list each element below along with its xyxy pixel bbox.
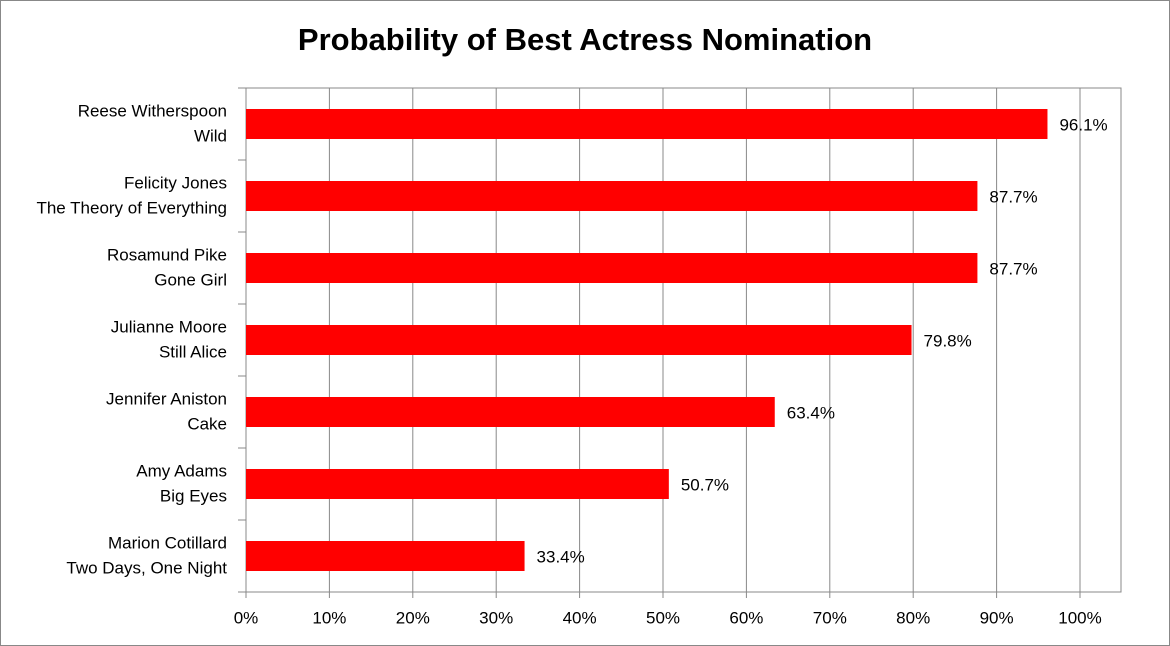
value-label: 79.8% — [924, 331, 972, 350]
chart-title: Probability of Best Actress Nomination — [298, 22, 872, 57]
bar — [246, 325, 912, 355]
x-tick-label: 10% — [312, 608, 346, 627]
x-tick-label: 40% — [563, 608, 597, 627]
bar — [246, 253, 978, 283]
y-tick-label: Still Alice — [159, 342, 227, 361]
y-tick-label: Julianne Moore — [111, 317, 227, 336]
x-tick-label: 0% — [234, 608, 259, 627]
bar — [246, 541, 525, 571]
x-tick-label: 50% — [646, 608, 680, 627]
bar — [246, 109, 1048, 139]
bar — [246, 181, 978, 211]
x-tick-label: 20% — [396, 608, 430, 627]
y-tick-label: Jennifer Aniston — [106, 389, 227, 408]
x-tick-label: 90% — [980, 608, 1014, 627]
value-label: 87.7% — [989, 259, 1037, 278]
y-tick-label: Marion Cotillard — [108, 533, 227, 552]
y-tick-label: Amy Adams — [136, 461, 227, 480]
x-tick-label: 60% — [729, 608, 763, 627]
bar — [246, 397, 775, 427]
value-label: 63.4% — [787, 403, 835, 422]
value-label: 87.7% — [989, 187, 1037, 206]
y-tick-label: Rosamund Pike — [107, 245, 227, 264]
y-tick-label: Big Eyes — [160, 486, 227, 505]
x-tick-label: 100% — [1058, 608, 1101, 627]
y-tick-label: Wild — [194, 126, 227, 145]
y-tick-label: Reese Witherspoon — [78, 101, 227, 120]
y-tick-label: Gone Girl — [154, 270, 227, 289]
value-label: 33.4% — [537, 547, 585, 566]
value-label: 96.1% — [1059, 115, 1107, 134]
x-tick-label: 80% — [896, 608, 930, 627]
y-tick-label: Two Days, One Night — [66, 558, 227, 577]
y-tick-label: Cake — [187, 414, 227, 433]
y-tick-label: Felicity Jones — [124, 173, 227, 192]
x-tick-label: 70% — [813, 608, 847, 627]
x-tick-label: 30% — [479, 608, 513, 627]
y-tick-label: The Theory of Everything — [36, 198, 227, 217]
bar — [246, 469, 669, 499]
value-label: 50.7% — [681, 475, 729, 494]
